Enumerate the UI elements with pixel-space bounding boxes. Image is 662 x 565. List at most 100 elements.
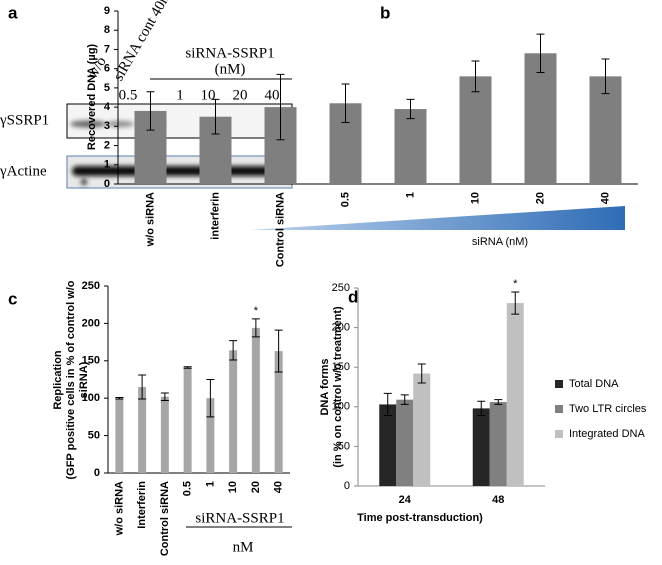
blot-bands (72, 166, 287, 185)
error-bar (160, 392, 169, 401)
legend-label: Total DNA (569, 378, 619, 390)
y-tick-label: 200 (82, 317, 100, 329)
y-tick-label: 9 (104, 5, 110, 17)
x-axis-label: siRNA-SSRP1 (195, 510, 284, 526)
x-axis-label: siRNA (nM) (472, 236, 528, 248)
x-tick-label: interferin (209, 192, 221, 240)
legend-swatch (555, 380, 563, 388)
y-tick-label: 250 (332, 282, 350, 294)
x-tick-label: 0.5 (339, 192, 351, 207)
row-label: γActine (0, 163, 47, 179)
y-tick-label: 7 (104, 43, 110, 55)
x-tick-label: 40 (599, 192, 611, 204)
dose-label: 20 (233, 87, 248, 103)
legend-label: Two LTR circles (569, 403, 647, 415)
error-bar (417, 363, 426, 384)
panel-label: c (8, 289, 17, 308)
error-bar (251, 318, 260, 338)
x-tick-label: w/o siRNA (144, 192, 156, 247)
bar (506, 303, 524, 486)
x-tick-label: 20 (250, 481, 262, 493)
y-tick-label: 100 (332, 401, 350, 413)
y-tick-label: 5 (104, 82, 110, 94)
bar (183, 367, 192, 473)
error-bar (274, 329, 283, 373)
x-tick-label: Control siRNA (274, 192, 286, 267)
error-bar (115, 396, 124, 400)
error-bar (183, 366, 192, 369)
annotation: * (513, 278, 518, 290)
x-axis-label: nM (233, 539, 254, 555)
bar (589, 76, 622, 184)
x-tick-label: 10 (469, 192, 481, 204)
y-tick-label: 100 (82, 392, 100, 404)
y-axis-label: (in % on control w/o treatment) (332, 306, 344, 468)
y-axis-label: Replication (52, 350, 64, 410)
y-tick-label: 3 (104, 120, 110, 132)
bar (489, 402, 507, 486)
bar (394, 109, 427, 184)
panel-label: b (380, 3, 390, 22)
y-axis-label: DNA forms (319, 358, 331, 415)
lane-label: siRNA cont 40nM (111, 0, 180, 84)
legend-swatch (555, 405, 563, 413)
group-label: siRNA-SSRP1 (185, 45, 274, 61)
y-tick-label: 0 (104, 178, 110, 190)
error-bar (400, 394, 409, 405)
panel-label: d (348, 287, 358, 306)
error-bar (206, 379, 215, 418)
y-tick-label: 4 (104, 101, 111, 113)
error-bar (146, 91, 155, 131)
error-bar (211, 98, 220, 135)
x-tick-label: 48 (492, 494, 504, 506)
error-bar (511, 291, 520, 315)
error-bar (471, 60, 480, 93)
bar (138, 386, 147, 473)
y-tick-label: 1 (104, 159, 110, 171)
x-tick-label: 0.5 (182, 481, 194, 496)
bar (115, 398, 124, 473)
error-bar (383, 392, 392, 417)
y-tick-label: 50 (338, 440, 350, 452)
bar (274, 351, 283, 473)
bar (396, 399, 414, 486)
x-tick-label: Control siRNA (159, 481, 171, 556)
error-bar (477, 400, 486, 417)
y-tick-label: 150 (332, 361, 350, 373)
bar (206, 398, 215, 473)
error-bar (276, 73, 285, 141)
y-tick-label: 0 (344, 480, 350, 492)
y-axis-label: siRNA) (78, 361, 90, 398)
x-tick-label: Interferin (136, 481, 148, 529)
bar (524, 53, 557, 185)
panel-label: a (8, 3, 18, 22)
y-axis-label: (GFP positive cells in % of control w/o (65, 280, 77, 479)
bar (379, 404, 397, 486)
row-label: γSSRP1 (0, 112, 49, 128)
dose-ramp (250, 206, 625, 230)
x-tick-label: 20 (534, 192, 546, 204)
error-bar (341, 83, 350, 123)
dose-label: 40 (265, 87, 280, 103)
error-bar (536, 33, 545, 74)
dose-label: 1 (176, 87, 184, 103)
error-bar (406, 98, 415, 120)
y-tick-label: 8 (104, 24, 110, 36)
dose-label: 0.5 (119, 87, 138, 103)
x-tick-label: 1 (204, 481, 216, 487)
y-tick-label: 250 (82, 280, 100, 292)
y-tick-label: 200 (332, 322, 350, 334)
y-tick-label: 150 (82, 355, 100, 367)
x-tick-label: 40 (273, 481, 285, 493)
x-tick-label: 1 (404, 192, 416, 198)
error-bar (494, 399, 503, 405)
bar (251, 327, 260, 473)
error-bar (601, 58, 610, 95)
error-bar (229, 340, 238, 361)
x-tick-label: 10 (227, 481, 239, 493)
y-axis-label: Recovered DNA (µg) (86, 44, 98, 151)
bar (413, 373, 431, 486)
blot-box (66, 103, 293, 139)
